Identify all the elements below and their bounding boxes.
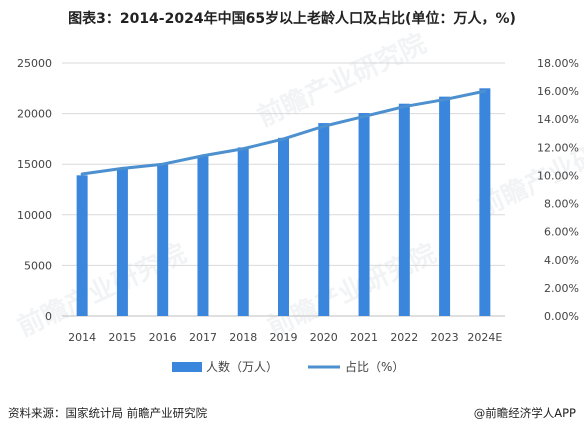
y-tick-label: 10000 [17,209,52,222]
y2-tick-label: 16.00% [537,85,579,98]
bar [398,103,410,316]
y2-tick-label: 10.00% [537,169,579,182]
legend-label-line: 占比（%） [345,359,404,374]
x-tick-label: 2024E [467,331,502,344]
x-tick-label: 2022 [390,331,418,344]
x-tick-label: 2020 [310,331,338,344]
legend-label-bar: 人数（万人） [206,359,278,374]
bar [237,147,249,316]
x-tick-label: 2015 [108,331,136,344]
y2-tick-label: 8.00% [544,198,579,211]
y2-tick-label: 12.00% [537,141,579,154]
y-tick-label: 25000 [17,57,52,70]
y2-tick-label: 18.00% [537,57,579,70]
y-tick-label: 0 [45,310,52,323]
bar [439,96,451,316]
y2-tick-label: 4.00% [544,254,579,267]
x-tick-label: 2023 [431,331,459,344]
y-tick-label: 5000 [24,259,52,272]
x-tick-label: 2021 [350,331,378,344]
bar [278,137,289,316]
x-tick-label: 2017 [189,331,217,344]
y2-tick-label: 6.00% [544,226,579,239]
bar [116,169,128,316]
x-tick-label: 2018 [229,331,257,344]
chart-area: 0 5000 10000 15000 20000 25000 0.00% 2.00% 4.00%… [17,57,579,374]
bar [197,155,209,316]
y2-tick-label: 0.00% [544,310,579,323]
chart-title: 图表3：2014-2024年中国65岁以上老龄人口及占比(单位：万人，%) [68,11,516,27]
bar [76,175,88,316]
y2-tick-label: 14.00% [537,113,579,126]
x-tick-label: 2014 [68,331,96,344]
legend-swatch-bar [172,362,202,372]
bar [479,88,491,316]
y2-tick-label: 2.00% [544,282,579,295]
source-note: 资料来源：国家统计局 前瞻产业研究院 [8,406,208,420]
series-line [80,89,487,176]
bar [157,163,169,316]
x-tick-label: 2016 [149,331,177,344]
x-tick-label: 2019 [270,331,298,344]
y-tick-label: 15000 [17,158,52,171]
bar [358,113,370,316]
y-tick-label: 20000 [17,108,52,121]
bar [318,123,330,316]
credit-note: @前瞻经济学人APP [473,406,576,420]
